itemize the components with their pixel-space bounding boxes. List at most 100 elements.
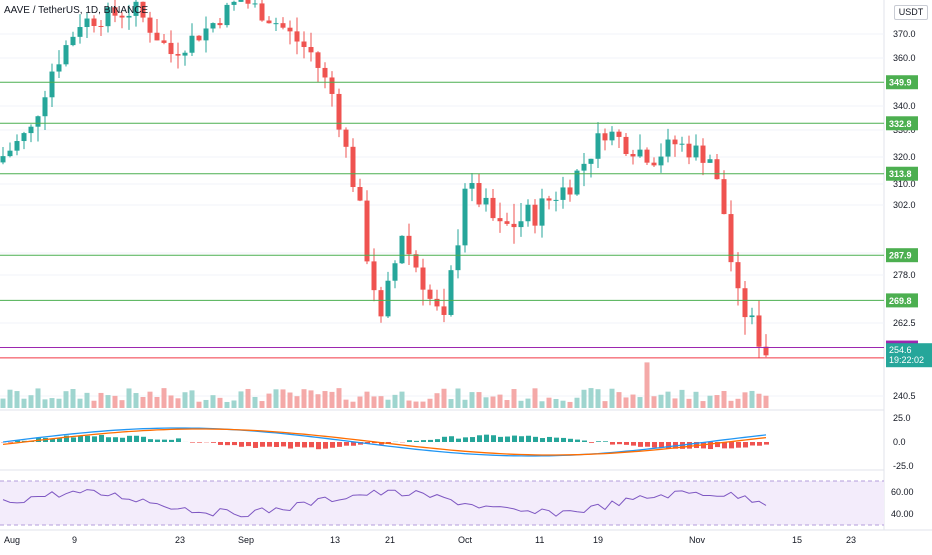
volume-bar <box>379 396 384 408</box>
candle <box>554 200 559 201</box>
candle <box>421 268 426 290</box>
candle <box>673 140 678 145</box>
macd-histogram-bar <box>414 441 419 442</box>
macd-histogram-bar <box>750 442 755 445</box>
rsi-tick-label: 40.00 <box>891 509 914 519</box>
volume-bar <box>127 388 132 408</box>
volume-bar <box>316 394 321 408</box>
candle <box>498 218 503 221</box>
volume-bar <box>225 402 230 408</box>
macd-histogram-bar <box>127 436 132 442</box>
volume-bar <box>456 388 461 408</box>
volume-bar <box>610 389 615 408</box>
currency-button[interactable]: USDT <box>894 5 928 20</box>
candle <box>281 23 286 28</box>
candle <box>750 315 755 317</box>
macd-histogram-bar <box>106 437 111 442</box>
price-level-label: 287.9 <box>889 251 912 261</box>
price-tick-label: 370.0 <box>893 29 916 39</box>
volume-bars <box>1 362 769 408</box>
macd-histogram-bar <box>540 438 545 442</box>
candle <box>85 19 90 27</box>
candle <box>757 315 762 346</box>
candle <box>638 150 643 157</box>
candle <box>407 236 412 254</box>
candle <box>743 288 748 317</box>
macd-histogram-bar <box>575 440 580 442</box>
volume-bar <box>463 400 468 408</box>
volume-bar <box>295 396 300 408</box>
rsi-tick-label: 60.00 <box>891 487 914 497</box>
candle <box>92 19 97 26</box>
candle <box>680 144 685 145</box>
volume-bar <box>757 394 762 408</box>
volume-bar <box>211 395 216 408</box>
price-level-label: 313.8 <box>889 169 912 179</box>
volume-bar <box>50 398 55 408</box>
macd-histogram-bar <box>512 436 517 442</box>
candle <box>645 150 650 163</box>
volume-bar <box>232 400 237 408</box>
volume-bar <box>680 390 685 408</box>
candle <box>540 198 545 225</box>
macd-tick-label: 0.0 <box>893 437 906 447</box>
candle <box>246 0 251 4</box>
volume-bar <box>330 392 335 408</box>
macd-histogram-bar <box>267 442 272 447</box>
candle <box>22 133 27 141</box>
price-tick-label: 302.0 <box>893 200 916 210</box>
volume-bar <box>736 399 741 408</box>
candle <box>400 236 405 263</box>
symbol-title[interactable]: AAVE / TetherUS, 1D, BINANCE <box>4 5 148 16</box>
candle <box>162 40 167 43</box>
volume-bar <box>302 389 307 408</box>
candle <box>470 183 475 189</box>
macd-histogram-bar <box>526 436 531 442</box>
macd-histogram-bar <box>239 442 244 447</box>
volume-bar <box>750 391 755 408</box>
macd-histogram-bar <box>309 442 314 447</box>
macd-histogram-bar <box>302 442 307 447</box>
candle <box>624 137 629 154</box>
macd-histogram-bar <box>85 436 90 442</box>
candle <box>1 156 6 162</box>
volume-bar <box>29 395 34 408</box>
volume-bar <box>743 392 748 408</box>
volume-bar <box>22 399 27 408</box>
macd-histogram-bar <box>638 442 643 447</box>
volume-bar <box>386 400 391 408</box>
macd-histogram-bar <box>176 438 181 442</box>
volume-bar <box>603 401 608 408</box>
volume-bar <box>631 395 636 408</box>
volume-bar <box>134 393 139 408</box>
volume-bar <box>267 394 272 408</box>
volume-bar <box>589 388 594 408</box>
candle <box>302 42 307 47</box>
candle <box>239 0 244 2</box>
volume-bar <box>407 401 412 408</box>
macd-histogram-bar <box>610 442 615 445</box>
candle <box>29 127 34 133</box>
macd-histogram-bar <box>99 435 104 442</box>
candle <box>218 23 223 25</box>
volume-bar <box>547 398 552 408</box>
volume-bar <box>484 397 489 408</box>
volume-bar <box>309 390 314 408</box>
candle <box>267 21 272 24</box>
candle <box>211 23 216 28</box>
candle <box>344 130 349 147</box>
macd-histogram-bar <box>197 442 202 443</box>
volume-bar <box>8 390 13 408</box>
macd-histogram-bar <box>743 442 748 447</box>
macd-histogram-bar <box>218 442 223 445</box>
candle <box>50 72 55 98</box>
candle <box>232 2 237 5</box>
volume-bar <box>638 397 643 408</box>
volume-bar <box>274 389 279 408</box>
volume-bar <box>575 398 580 408</box>
volume-bar <box>113 396 118 408</box>
macd-histogram-bar <box>645 442 650 447</box>
macd-histogram-bar <box>113 437 118 442</box>
